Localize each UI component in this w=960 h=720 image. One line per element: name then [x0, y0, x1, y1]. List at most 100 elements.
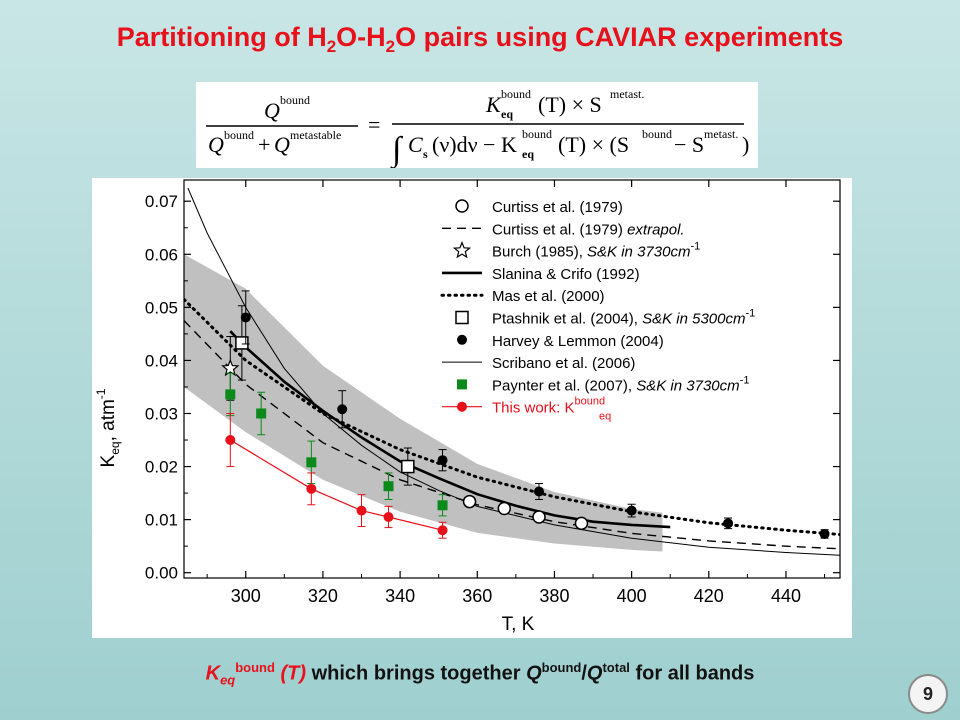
rhs-den-k-sub: eq	[522, 147, 534, 161]
data-point	[225, 389, 236, 400]
rhs-den-s1-sup: bound	[642, 127, 672, 141]
formula-svg: Q bound Q bound + Q metastable = K eq bo…	[206, 87, 749, 168]
legend-marker	[457, 334, 467, 345]
y-tick-label: 0.02	[145, 458, 178, 477]
legend-marker	[455, 310, 469, 325]
series-line	[187, 187, 840, 556]
lhs-den-q1: Q	[208, 132, 224, 157]
data-point	[221, 358, 240, 377]
page-number-badge: 9	[908, 674, 948, 714]
lhs-num-q: Q	[264, 98, 280, 123]
series-line	[184, 320, 840, 550]
rhs-den-rest: (ν)dν − K	[432, 132, 517, 157]
lhs-den-q2: Q	[274, 132, 290, 157]
title-sub2: 2	[385, 37, 396, 56]
legend-label: Paynter et al. (2007), S&K in 3730cm-1	[492, 374, 749, 394]
x-tick-label: 300	[231, 586, 261, 606]
lhs-den-sup1: bound	[224, 128, 254, 142]
data-point	[401, 459, 415, 474]
caption-q1: Q	[526, 662, 542, 685]
legend-label: This work: Kbound eq	[492, 396, 611, 423]
plot-frame	[183, 179, 841, 579]
y-axis-label-rest: , atm	[98, 399, 119, 441]
legend-entry: Mas et al. (2000)	[440, 288, 605, 305]
rhs-num-k: K	[485, 92, 502, 117]
legend-marker	[457, 379, 467, 390]
legend-entry: Harvey & Lemmon (2004)	[457, 333, 664, 350]
rhs-num-sub: eq	[501, 107, 513, 121]
caption-q2-sup: total	[602, 660, 630, 675]
caption-q1-sup: bound	[541, 660, 582, 675]
rhs-den-k-sup: bound	[522, 127, 552, 141]
rhs-den-s2-sup: metast.	[704, 127, 738, 141]
y-axis-label-sup: -1	[94, 388, 108, 399]
data-point	[437, 455, 448, 466]
y-tick-label: 0.05	[145, 298, 178, 317]
legend-label: Scribano et al. (2006)	[492, 355, 635, 372]
rhs-den-t: (T) × (S	[558, 132, 629, 157]
legend-entry: Ptashnik et al. (2004), S&K in 5300cm-1	[455, 308, 755, 328]
legend-entry: Burch (1985), S&K in 3730cm-1	[452, 240, 700, 261]
x-tick-label: 400	[617, 586, 647, 606]
y-tick-label: 0.03	[145, 404, 178, 423]
uncertainty-band	[184, 254, 663, 552]
legend-entry: Curtiss et al. (1979) extrapol.	[442, 221, 685, 238]
series-line	[229, 330, 671, 529]
legend-marker	[452, 240, 472, 259]
title-mid: O-H	[336, 22, 386, 52]
legend-entry: Scribano et al. (2006)	[442, 355, 635, 372]
data-point	[337, 404, 348, 415]
caption-k-sub: eq	[220, 672, 236, 688]
legend-marker	[455, 199, 469, 213]
legend-entry: Paynter et al. (2007), S&K in 3730cm-1	[457, 374, 749, 394]
data-point	[532, 510, 546, 524]
x-tick-label: 320	[308, 586, 338, 606]
slide-title: Partitioning of H2O-H2O pairs using CAVI…	[0, 22, 960, 57]
y-tick-label: 0.04	[145, 351, 178, 370]
rhs-num-sup: bound	[501, 87, 531, 101]
legend-label: Slanina & Crifo (1992)	[492, 266, 640, 283]
rhs-den-minus: − S	[674, 132, 704, 157]
caption-k: K	[205, 662, 221, 685]
y-tick-label: 0.00	[145, 564, 178, 583]
title-prefix: Partitioning of H	[116, 22, 327, 52]
data-point	[235, 336, 249, 350]
title-sub1: 2	[326, 37, 337, 56]
chart-area: 300 320 340 360 380 400 420 440 0.00 0.01 0.02 0.03…	[92, 178, 852, 638]
caption-text2: for all bands	[629, 662, 755, 685]
data-point	[574, 516, 589, 531]
data-point	[497, 501, 512, 516]
y-axis-label-main: K	[98, 454, 119, 467]
data-point	[534, 486, 545, 497]
legend-label: Mas et al. (2000)	[492, 288, 605, 305]
legend-label: Curtiss et al. (1979)	[492, 199, 623, 216]
caption-text1: which brings together	[306, 662, 527, 685]
lhs-plus: +	[258, 132, 270, 157]
rhs-num-s-sup: metast.	[610, 87, 644, 101]
caption-slash: /	[581, 662, 587, 685]
legend-entry: Slanina & Crifo (1992)	[442, 266, 640, 283]
series-line	[184, 297, 840, 536]
data-point	[383, 511, 394, 522]
rhs-den-c-sub: s	[423, 147, 428, 161]
rhs-den-c: C	[408, 132, 423, 157]
legend-label: Ptashnik et al. (2004), S&K in 5300cm-1	[492, 308, 755, 328]
svg-text:Keq, atm-1: Keq, atm-1	[94, 388, 122, 467]
x-tick-label: 420	[694, 586, 724, 606]
lhs-num-sup: bound	[280, 93, 310, 107]
legend-label: Harvey & Lemmon (2004)	[492, 333, 664, 350]
caption-q2: Q	[586, 662, 603, 685]
data-point	[626, 505, 637, 516]
rhs-den-integral: ∫	[390, 131, 404, 168]
equals-sign: =	[368, 112, 380, 137]
data-point	[383, 481, 394, 492]
legend-label: Curtiss et al. (1979) extrapol.	[492, 221, 685, 238]
y-axis-label: Keq, atm-1	[94, 388, 122, 467]
data-point	[225, 435, 236, 446]
slide-caption: Keqbound (T) which brings together Qboun…	[0, 660, 960, 688]
x-axis-label: T, K	[502, 614, 535, 635]
caption-k-sup: bound	[235, 660, 275, 675]
formula-box: Q bound Q bound + Q metastable = K eq bo…	[196, 82, 758, 168]
data-point	[723, 518, 734, 529]
y-axis-label-sub: eq	[108, 441, 122, 454]
